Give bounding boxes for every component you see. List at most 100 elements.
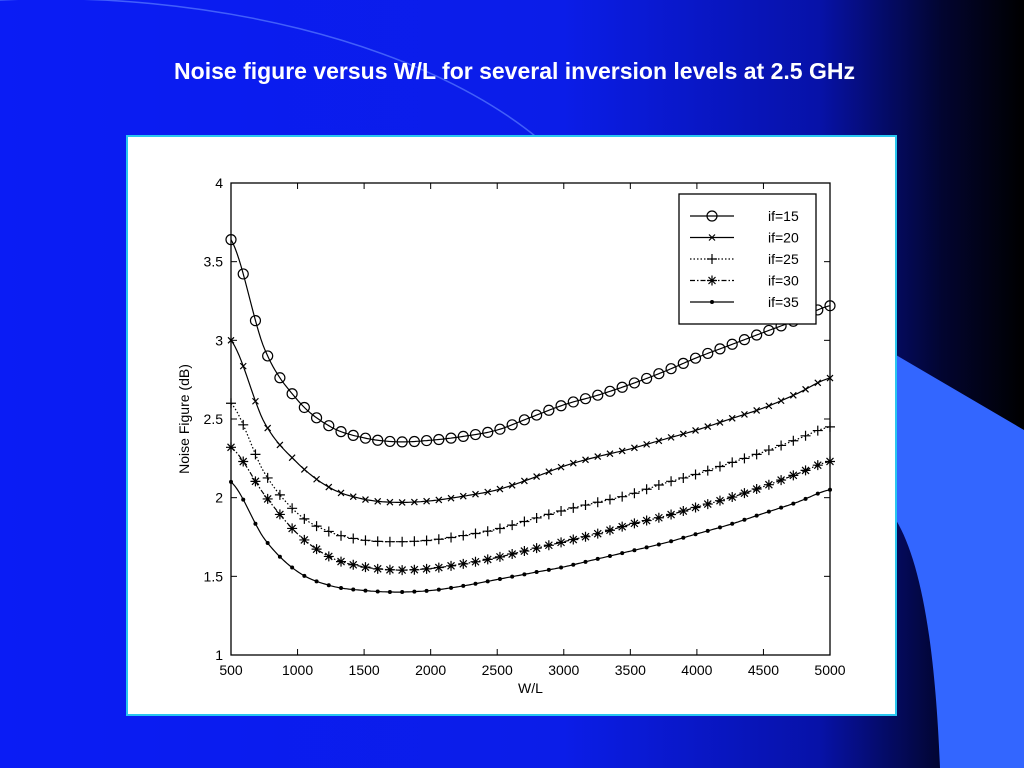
dot-marker [497,576,502,581]
y-tick-label: 2.5 [204,411,224,427]
plus-marker [470,528,481,539]
plus-marker [800,430,811,441]
series-if-25 [226,398,835,547]
series-if-35 [229,479,832,595]
x-marker [655,437,663,445]
x-marker [300,466,308,473]
star-marker [678,506,689,517]
circle-marker [469,428,482,441]
x-marker [594,453,602,461]
dot-marker [717,525,722,530]
star-marker [446,560,457,571]
circle-marker [274,372,286,384]
x-marker [362,496,369,503]
plus-marker [641,484,652,495]
plus-marker [274,489,285,500]
dot-marker [290,565,295,570]
star-marker [494,551,505,562]
star-marker [800,465,811,476]
x-marker [708,234,716,241]
dot-marker [766,509,771,514]
plus-marker [580,500,591,511]
plus-marker [678,472,689,483]
x-marker [704,423,712,430]
x-marker [667,433,675,441]
x-marker [386,498,394,506]
plus-marker [629,488,640,499]
y-axis-label: Noise Figure (dB) [176,364,192,474]
star-marker [323,551,334,562]
star-marker [397,565,408,576]
plus-marker [421,535,432,546]
star-marker [287,523,298,534]
dot-marker [339,586,344,591]
legend-label: if=30 [768,273,799,289]
x-marker [252,397,259,405]
plus-marker [250,449,261,460]
dot-marker [534,570,539,575]
x-marker [716,418,724,426]
dot-marker [277,554,282,559]
x-marker [472,490,479,498]
plus-marker [617,491,628,502]
dot-marker [241,497,246,502]
dot-marker [815,491,820,496]
plus-marker [238,419,249,430]
star-marker [409,564,420,575]
plus-marker [348,533,359,544]
circle-marker [237,268,249,280]
x-marker [728,414,736,422]
star-marker [653,512,664,523]
series-line [230,446,831,571]
plus-marker [666,476,677,487]
x-marker [459,492,467,500]
x-tick-label: 4500 [748,662,779,678]
circle-marker [531,409,543,421]
star-marker [604,525,615,536]
circle-marker [335,426,347,438]
circle-marker [372,434,384,446]
dot-marker [828,487,832,492]
dot-marker [546,567,551,572]
dot-marker [693,532,698,537]
plus-marker [458,530,469,541]
plus-marker [507,520,518,531]
x-marker [557,463,565,471]
star-marker [531,543,542,554]
dot-marker [779,505,784,510]
circle-marker [616,381,628,393]
x-tick-label: 1500 [349,662,380,678]
noise-figure-chart: 500 1000 1500 2000 2500 3000 3500 4000 4500 5000 1… [176,175,846,696]
dot-marker [620,551,625,556]
star-marker [543,540,554,551]
x-marker [276,441,284,449]
star-marker [714,495,725,506]
x-axis-label: W/L [518,680,543,696]
circle-marker [323,420,335,432]
circle-marker [714,343,726,355]
x-marker [606,450,614,458]
x-marker [484,488,492,496]
series-line [230,402,831,543]
circle-marker [408,435,420,448]
plus-marker [543,509,554,520]
circle-marker [384,435,396,448]
plus-marker [776,440,787,451]
x-marker [508,481,516,489]
x-marker [410,498,418,506]
legend-label: if=35 [768,294,799,310]
x-marker [337,489,345,497]
circle-marker [706,210,718,222]
plus-marker [494,523,505,534]
circle-marker [347,429,359,441]
dot-marker [705,528,710,533]
star-marker [556,537,567,548]
star-marker [507,549,518,560]
dot-marker [510,574,515,579]
x-marker [496,485,504,493]
circle-marker [262,350,274,362]
x-marker [239,362,247,370]
circle-marker [641,372,653,385]
legend-label: if=15 [768,208,799,224]
